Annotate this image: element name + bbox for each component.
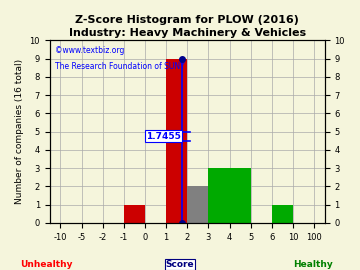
Bar — [187, 186, 208, 223]
Text: Healthy: Healthy — [293, 260, 333, 269]
Bar — [166, 59, 187, 223]
Bar — [272, 205, 293, 223]
Text: Unhealthy: Unhealthy — [21, 260, 73, 269]
Text: ©www.textbiz.org: ©www.textbiz.org — [55, 46, 125, 55]
Bar — [124, 205, 145, 223]
Title: Z-Score Histogram for PLOW (2016)
Industry: Heavy Machinery & Vehicles: Z-Score Histogram for PLOW (2016) Indust… — [69, 15, 306, 38]
Y-axis label: Number of companies (16 total): Number of companies (16 total) — [15, 59, 24, 204]
Text: 1.7455: 1.7455 — [146, 132, 181, 141]
Text: Score: Score — [166, 260, 194, 269]
Text: The Research Foundation of SUNY: The Research Foundation of SUNY — [55, 62, 185, 71]
Bar — [208, 168, 251, 223]
